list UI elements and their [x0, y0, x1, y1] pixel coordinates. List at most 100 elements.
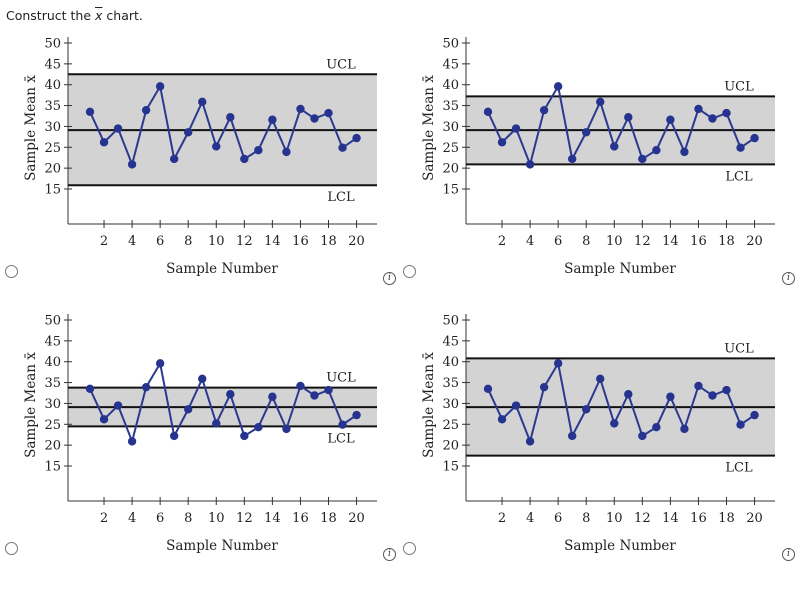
info-icon-option-c[interactable]: i	[383, 548, 396, 561]
data-point	[254, 146, 263, 155]
lcl-label: LCL	[725, 461, 753, 476]
data-point	[282, 147, 291, 157]
data-point	[282, 424, 291, 434]
ucl-label: UCL	[326, 57, 356, 72]
data-point	[198, 374, 207, 384]
data-point	[155, 359, 165, 368]
data-point	[296, 104, 305, 114]
y-tick-label: 15	[44, 460, 61, 475]
y-tick-label: 30	[442, 120, 459, 135]
data-point	[567, 154, 577, 164]
x-tick-label: 2	[100, 511, 108, 526]
x-tick-label: 10	[606, 234, 623, 249]
data-point	[694, 104, 703, 114]
y-tick-label: 15	[442, 460, 459, 475]
x-tick-label: 4	[526, 511, 534, 526]
x-tick-label: 20	[746, 511, 763, 526]
radio-option-b[interactable]	[403, 265, 416, 278]
y-tick-label: 25	[44, 418, 61, 433]
data-point	[750, 410, 759, 420]
y-tick-label: 40	[442, 78, 459, 93]
data-point	[268, 115, 277, 124]
data-point	[722, 385, 731, 395]
x-tick-label: 18	[320, 511, 337, 526]
data-point	[338, 143, 347, 152]
data-point	[539, 105, 549, 115]
data-point	[525, 437, 535, 446]
data-point	[127, 160, 137, 169]
data-point	[567, 431, 577, 441]
data-point	[141, 382, 151, 392]
radio-option-c[interactable]	[5, 542, 18, 555]
x-axis-title: Sample Number	[166, 538, 278, 554]
data-point	[610, 142, 619, 151]
data-point	[736, 143, 745, 152]
x-tick-label: 20	[746, 234, 763, 249]
data-point	[169, 154, 179, 164]
data-point	[352, 410, 361, 420]
data-point	[184, 405, 193, 414]
y-tick-label: 40	[44, 78, 61, 93]
x-tick-label: 18	[320, 234, 337, 249]
y-tick-label: 30	[44, 397, 61, 412]
chart-option-d: 15 20 25 30 35 40 45 50 2 4 6 8 10 12 14 16 18 20 UCL LCL Sa…	[421, 314, 775, 554]
data-point	[85, 107, 95, 117]
x-tick-label: 8	[184, 511, 192, 526]
x-tick-label: 10	[208, 511, 225, 526]
y-tick-label: 20	[44, 162, 61, 177]
data-point	[708, 114, 717, 123]
x-tick-label: 8	[184, 234, 192, 249]
data-point	[85, 384, 95, 394]
data-point	[483, 384, 493, 394]
question-prompt: Construct the x chart.	[6, 8, 143, 23]
y-tick-label: 40	[44, 355, 61, 370]
x-tick-label: 16	[690, 511, 707, 526]
data-point	[338, 420, 347, 429]
data-point	[310, 114, 319, 123]
x-tick-label: 14	[662, 234, 679, 249]
data-point	[694, 381, 703, 391]
data-point	[638, 154, 647, 164]
data-point	[624, 113, 633, 122]
data-point	[582, 405, 591, 414]
data-point	[113, 401, 123, 410]
x-tick-label: 12	[236, 234, 253, 249]
data-point	[750, 133, 759, 143]
x-tick-label: 20	[348, 511, 365, 526]
radio-option-a[interactable]	[5, 265, 18, 278]
y-tick-label: 30	[442, 397, 459, 412]
x-tick-label: 20	[348, 234, 365, 249]
data-point	[596, 374, 605, 384]
x-tick-label: 14	[662, 511, 679, 526]
data-point	[296, 381, 305, 391]
info-icon-option-a[interactable]: i	[383, 272, 396, 285]
data-point	[553, 82, 563, 91]
data-point	[511, 401, 521, 410]
x-tick-label: 14	[264, 511, 281, 526]
y-tick-label: 45	[442, 57, 459, 72]
y-tick-label: 35	[442, 376, 459, 391]
prompt-text-before: Construct the	[6, 8, 96, 23]
data-point	[722, 108, 731, 118]
radio-option-d[interactable]	[403, 542, 416, 555]
y-tick-label: 50	[442, 314, 459, 329]
y-axis-title: Sample Mean x̄	[421, 352, 437, 458]
y-tick-label: 45	[44, 57, 61, 72]
x-tick-label: 8	[582, 234, 590, 249]
data-point	[652, 146, 661, 155]
y-tick-label: 45	[442, 334, 459, 349]
ucl-label: UCL	[724, 341, 754, 356]
data-point	[666, 392, 675, 401]
data-point	[127, 437, 137, 446]
info-icon-option-b[interactable]: i	[782, 272, 795, 285]
x-tick-label: 4	[526, 234, 534, 249]
data-point	[511, 124, 521, 133]
data-point	[141, 105, 151, 115]
x-bar-symbol: x	[95, 8, 103, 23]
x-tick-label: 12	[634, 234, 651, 249]
data-point	[240, 154, 249, 164]
data-point	[226, 113, 235, 122]
info-icon-option-d[interactable]: i	[782, 548, 795, 561]
x-axis-title: Sample Number	[166, 261, 278, 277]
x-tick-label: 6	[554, 511, 562, 526]
